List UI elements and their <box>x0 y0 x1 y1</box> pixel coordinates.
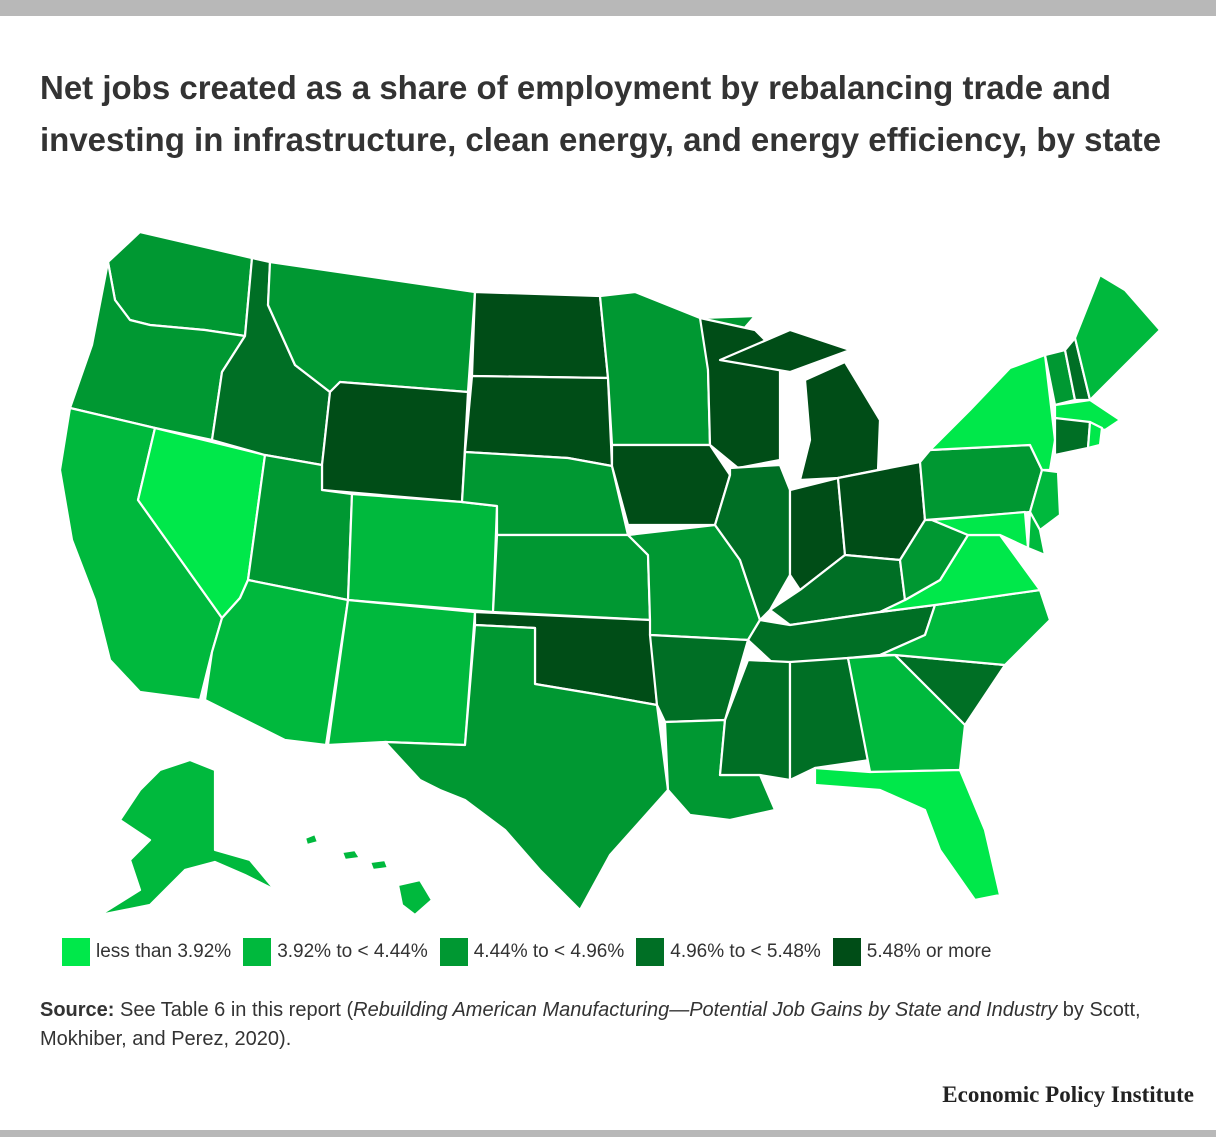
source-note: Source: See Table 6 in this report (Rebu… <box>40 996 1180 1054</box>
legend-label: 3.92% to < 4.44% <box>277 941 428 962</box>
legend-swatch <box>439 938 468 966</box>
state-NJ[interactable] <box>1028 468 1062 532</box>
chart-title: Net jobs created as a share of employmen… <box>40 69 1162 158</box>
state-DE[interactable] <box>1026 510 1047 557</box>
legend-label: 5.48% or more <box>866 941 992 962</box>
state-CT[interactable] <box>1053 416 1092 457</box>
state-TX[interactable] <box>383 623 670 912</box>
state-AL[interactable] <box>788 656 872 782</box>
state-MA[interactable] <box>1053 398 1122 432</box>
state-NC[interactable] <box>878 588 1052 667</box>
state-AK[interactable] <box>98 758 277 917</box>
legend-item: 5.48% or more <box>832 938 992 966</box>
map-legend: less than 3.92% 3.92% to < 4.44% 4.44% t… <box>62 938 1003 966</box>
state-HI[interactable] <box>303 832 434 917</box>
state-FL[interactable] <box>813 766 1002 902</box>
top-border <box>0 0 1216 16</box>
source-label: Source: <box>40 999 115 1021</box>
state-IA[interactable] <box>610 443 732 527</box>
source-report-title: Rebuilding American Manufacturing—Potent… <box>353 999 1058 1021</box>
state-NM[interactable] <box>326 598 477 747</box>
legend-item: 4.44% to < 4.96% <box>439 938 625 966</box>
legend-swatch <box>832 938 861 966</box>
legend-swatch <box>62 938 90 966</box>
brand-logo-text: Economic Policy Institute <box>942 1082 1194 1107</box>
bottom-border <box>0 1130 1216 1137</box>
legend-label: less than 3.92% <box>96 941 232 962</box>
legend-label: 4.44% to < 4.96% <box>473 941 625 962</box>
legend-item: less than 3.92% <box>62 938 231 966</box>
legend-item: 4.96% to < 5.48% <box>636 938 821 966</box>
state-MD[interactable] <box>930 510 1030 550</box>
state-KS[interactable] <box>491 533 652 622</box>
legend-swatch <box>636 938 665 966</box>
legend-item: 3.92% to < 4.44% <box>243 938 428 966</box>
us-state-map <box>58 230 1162 917</box>
state-ND[interactable] <box>470 290 610 380</box>
legend-label: 4.96% to < 5.48% <box>670 941 821 962</box>
source-text-end: by Scott, Mokhiber, and Perez, 2020). <box>40 999 1141 1050</box>
state-WY[interactable] <box>320 380 470 504</box>
state-ME[interactable] <box>1073 273 1162 402</box>
state-PA[interactable] <box>918 443 1044 522</box>
legend-swatch <box>243 938 272 966</box>
state-RI[interactable] <box>1086 420 1104 450</box>
source-text: See Table 6 in this report ( <box>114 999 354 1021</box>
state-CO[interactable] <box>346 492 499 614</box>
state-IL[interactable] <box>713 463 792 622</box>
